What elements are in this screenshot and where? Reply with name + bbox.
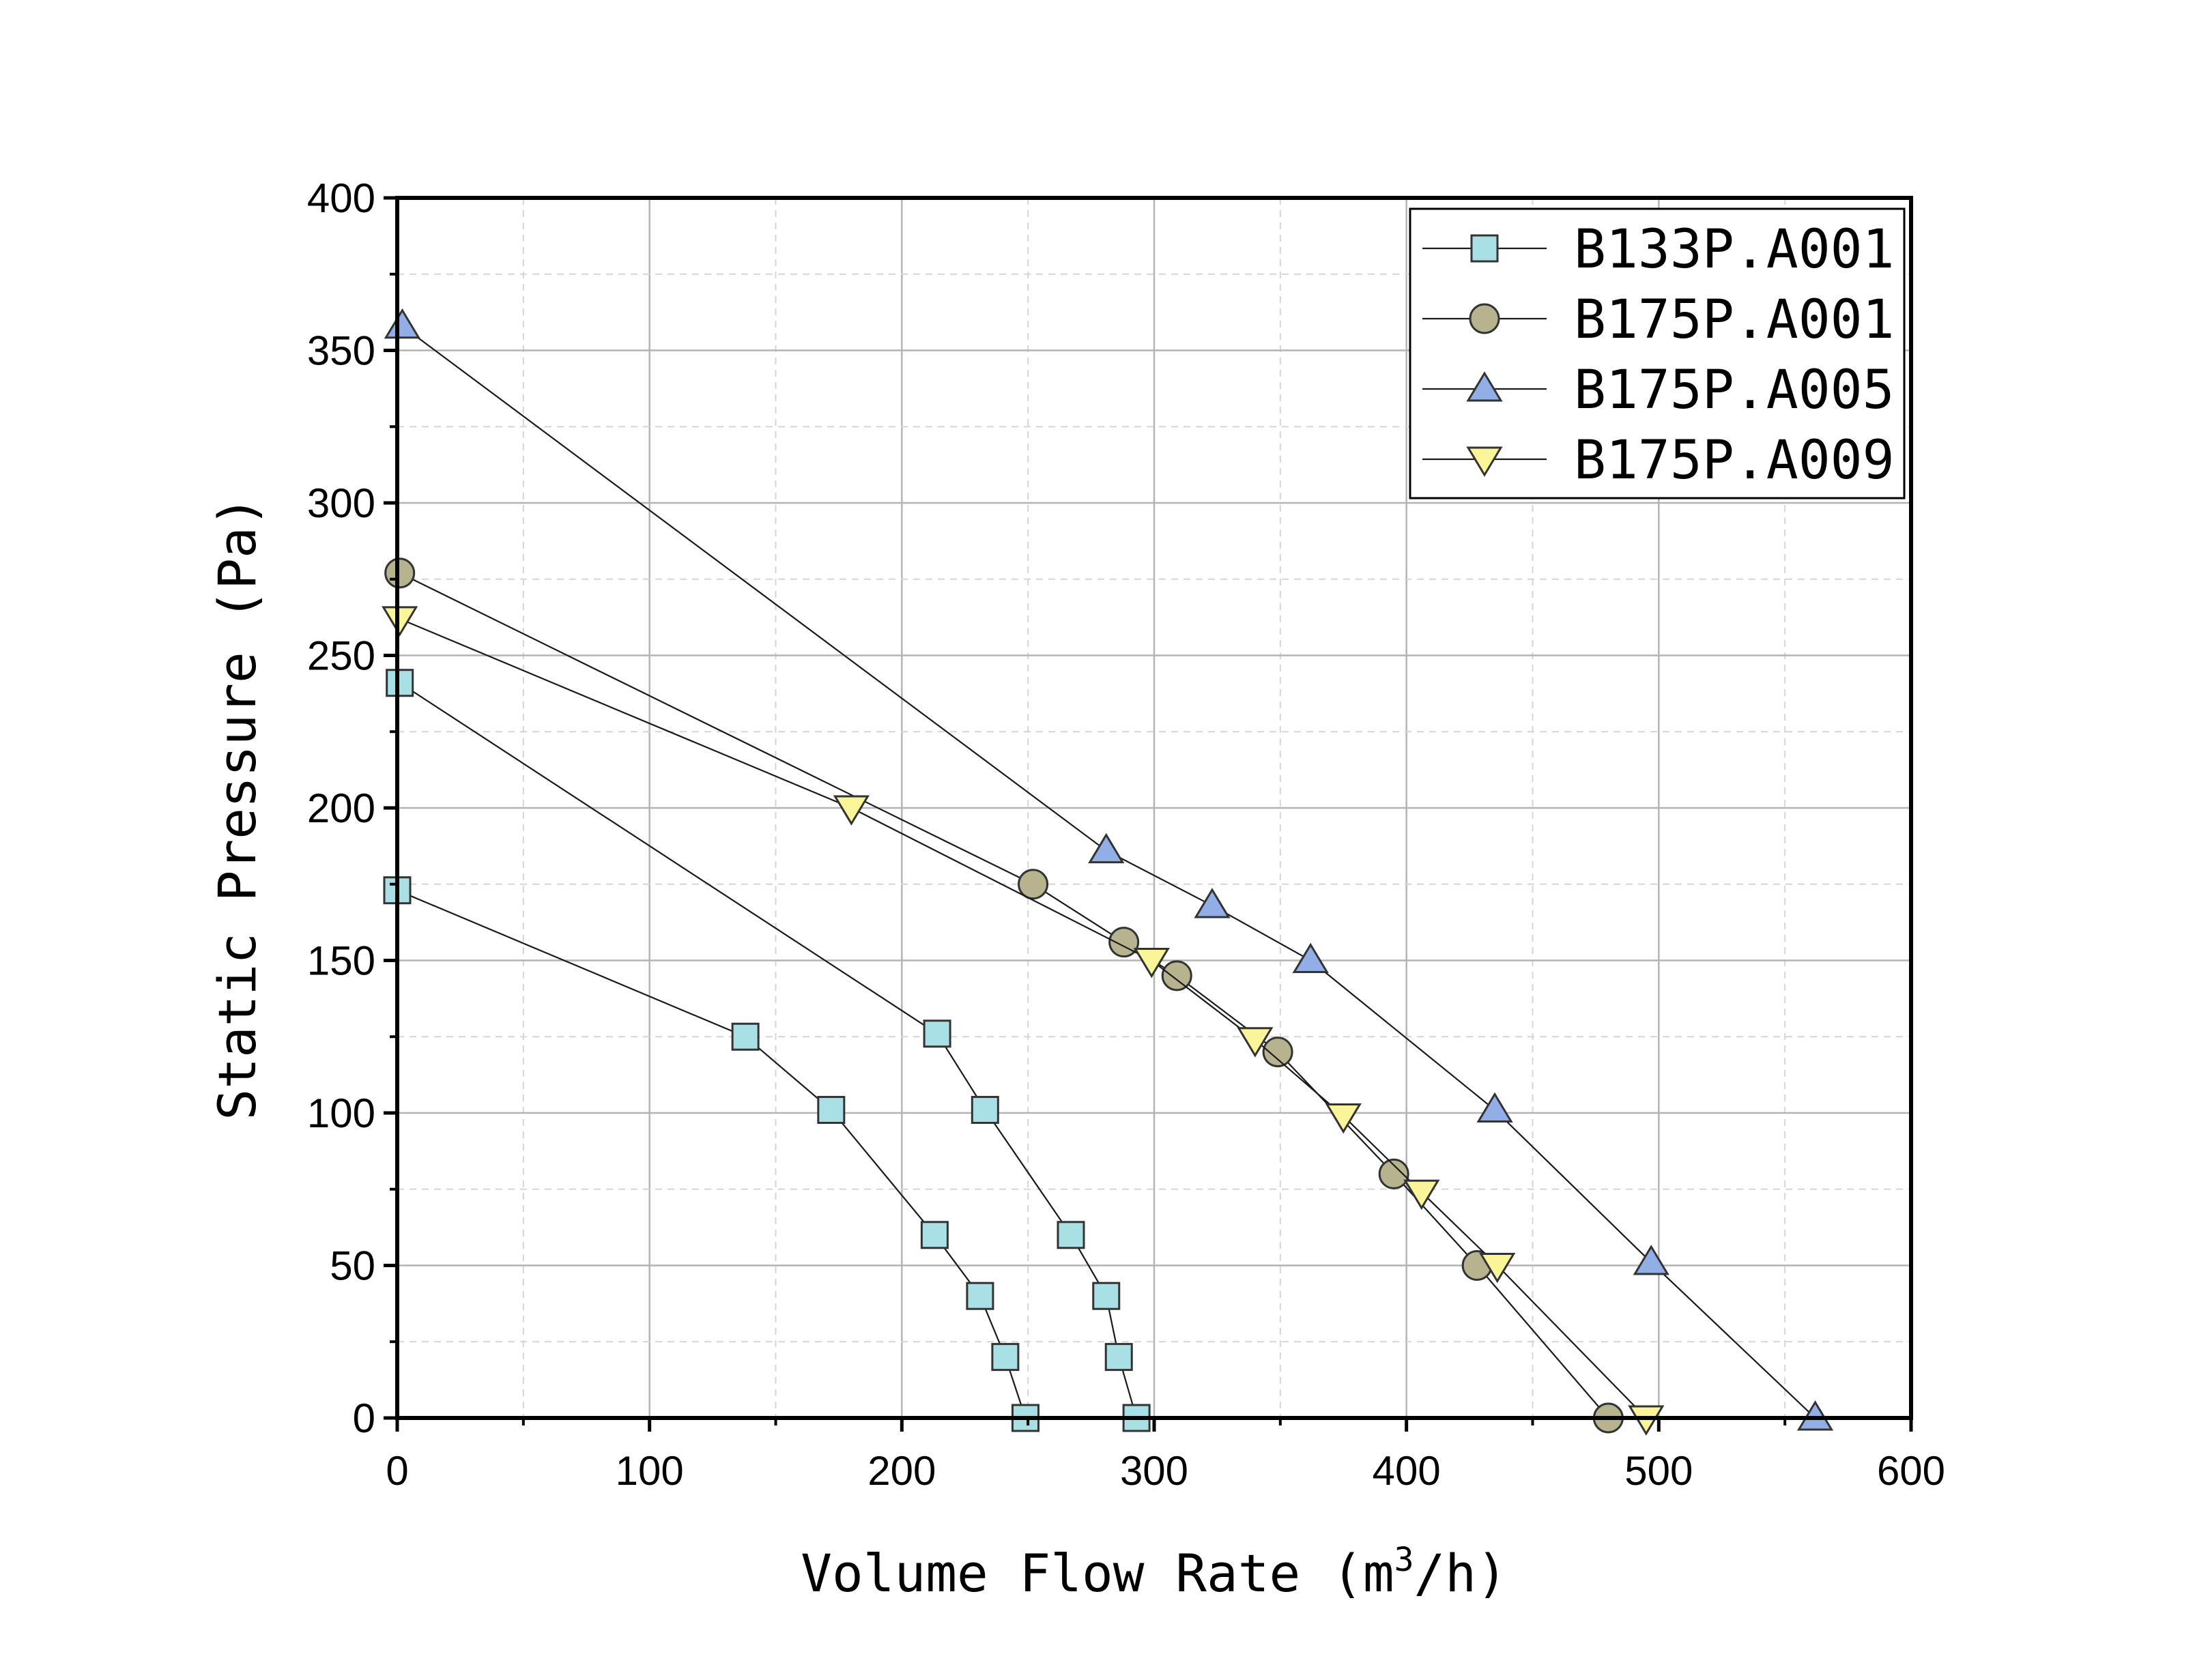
- legend-marker: [1469, 303, 1500, 334]
- data-point: [1476, 1092, 1513, 1123]
- data-point: [971, 1096, 999, 1125]
- data-point: [1104, 1343, 1133, 1372]
- legend-marker: [1470, 234, 1499, 263]
- data-point: [1262, 1037, 1293, 1068]
- x-axis-title: Volume Flow Rate (m3/h): [801, 1541, 1508, 1604]
- data-point: [1092, 1281, 1121, 1310]
- data-point: [923, 1019, 951, 1048]
- data-point: [920, 1221, 949, 1249]
- legend-label: B175P.A009: [1574, 430, 1895, 491]
- data-point: [1133, 948, 1170, 979]
- x-axis-title-superscript: 3: [1394, 1541, 1414, 1579]
- data-point: [817, 1096, 846, 1125]
- x-tick-label: 300: [1120, 1448, 1188, 1494]
- data-point: [1403, 1179, 1440, 1211]
- data-point: [1292, 942, 1329, 973]
- data-point: [991, 1343, 1020, 1372]
- data-point: [382, 606, 418, 637]
- data-point: [1018, 869, 1049, 900]
- y-tick-label: 350: [307, 328, 375, 374]
- y-tick-label: 200: [307, 785, 375, 831]
- legend-label: B175P.A001: [1574, 289, 1895, 351]
- y-axis-title: Static Pressure (Pa): [207, 495, 268, 1120]
- x-tick-label: 500: [1624, 1448, 1693, 1494]
- y-tick-label: 0: [353, 1395, 375, 1441]
- x-tick-label: 100: [616, 1448, 684, 1494]
- legend-marker: [1466, 371, 1503, 402]
- data-point: [384, 308, 421, 339]
- data-point: [1378, 1158, 1409, 1189]
- series-line: [399, 572, 1609, 1419]
- data-point: [1633, 1245, 1669, 1275]
- x-tick-label: 600: [1877, 1448, 1945, 1494]
- y-tick-label: 300: [307, 480, 375, 526]
- legend: B133P.A001 B175P.A001 B175P.A005 B175P.A009: [1409, 207, 1906, 499]
- axes: 0 100 200 300 400 500 600 0 50 100 150 200 250 300 350…: [307, 175, 1945, 1494]
- y-tick-label: 50: [330, 1243, 375, 1289]
- data-point: [966, 1281, 994, 1310]
- data-point: [833, 795, 870, 826]
- y-tick-label: 400: [307, 175, 375, 221]
- data-point: [386, 669, 414, 697]
- x-axis-title-tail: /h): [1414, 1543, 1508, 1604]
- x-tick-label: 400: [1373, 1448, 1441, 1494]
- legend-label: B133P.A001: [1574, 219, 1895, 280]
- y-tick-label: 100: [307, 1090, 375, 1136]
- data-point: [384, 557, 416, 589]
- x-tick-label: 200: [867, 1448, 936, 1494]
- data-point: [1479, 1253, 1516, 1284]
- y-tick-label: 250: [307, 633, 375, 679]
- x-tick-label: 0: [386, 1448, 408, 1494]
- y-tick-label: 150: [307, 938, 375, 984]
- series-3: [384, 308, 1834, 1431]
- legend-label: B175P.A005: [1574, 360, 1895, 421]
- data-point: [1161, 960, 1192, 991]
- x-axis-title-main: Volume Flow Rate (m: [801, 1543, 1394, 1604]
- legend-marker: [1466, 446, 1503, 477]
- data-point: [731, 1022, 760, 1051]
- data-point: [1325, 1103, 1362, 1134]
- data-point: [1057, 1221, 1085, 1249]
- data-point: [1194, 888, 1231, 918]
- data-point: [1088, 832, 1125, 864]
- data-point: [1237, 1027, 1274, 1058]
